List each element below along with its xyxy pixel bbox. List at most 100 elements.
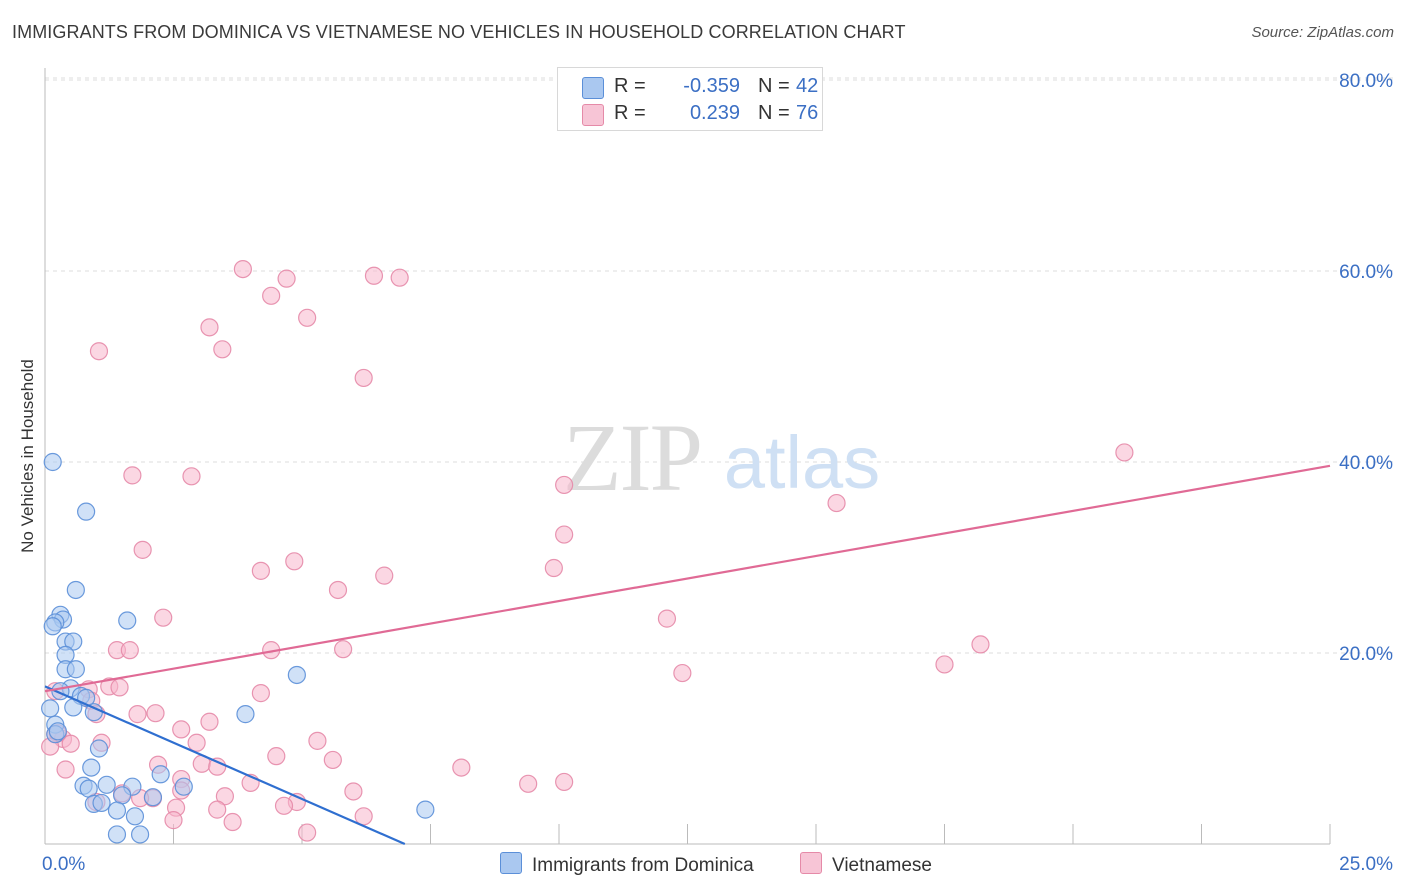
point-vietnamese [308,731,327,750]
point-dominica [151,765,170,784]
point-vietnamese [208,800,227,819]
point-vietnamese [213,340,232,359]
bottom-legend-swatch-vietnamese [800,852,822,874]
point-dominica [43,617,62,636]
trend-line-dominica [44,685,406,846]
point-dominica [66,580,85,600]
point-vietnamese [251,561,270,580]
point-dominica [77,502,96,521]
point-vietnamese [251,684,270,703]
point-dominica [287,665,306,685]
legend-r-value: 0.239 [689,102,740,124]
bottom-legend-label-vietnamese: Vietnamese [832,855,932,876]
point-vietnamese [375,566,394,585]
point-vietnamese [164,811,183,830]
legend-n-value: 42 [796,75,819,97]
y-tick-label: 80.0% [1339,71,1393,92]
point-vietnamese [544,558,563,578]
point-dominica [92,793,111,813]
legend-n-label: N = [758,75,790,97]
point-vietnamese [298,823,317,842]
point-dominica [130,825,150,844]
tick-labels: 20.0% 40.0% 60.0% 80.0% 0.0% 25.0% [42,71,1393,875]
point-dominica [64,632,83,651]
point-vietnamese [277,269,296,288]
bottom-legend-swatch-dominica [500,852,522,874]
point-dominica [416,800,435,819]
point-vietnamese [267,747,286,766]
point-dominica [79,779,98,798]
point-vietnamese [110,678,129,697]
point-dominica [48,722,67,741]
point-vietnamese [298,308,317,327]
series-dominica [41,452,435,844]
point-vietnamese [354,368,373,388]
point-vietnamese [971,635,990,654]
bottom-legend-label-dominica: Immigrants from Dominica [532,855,754,876]
legend-r-label: R = [614,102,646,124]
legend-swatch-vietnamese [582,104,604,126]
point-vietnamese [233,259,252,279]
point-dominica [43,452,62,472]
point-vietnamese [344,782,363,801]
point-vietnamese [154,608,173,627]
watermark: ZIP atlas [563,404,880,511]
point-vietnamese [452,758,471,777]
watermark-atlas: atlas [724,421,880,504]
x-tick-label: 0.0% [42,854,85,875]
point-vietnamese [56,760,75,779]
point-dominica [66,660,85,679]
point-vietnamese [364,266,384,285]
bottom-legend-dominica: Immigrants from Dominica [500,852,754,877]
legend-swatch-dominica [582,77,604,99]
point-dominica [174,777,193,796]
point-vietnamese [262,286,281,305]
point-vietnamese [146,704,165,723]
point-vietnamese [123,466,142,485]
source-note: Source: ZipAtlas.com [1251,24,1394,41]
point-vietnamese [89,342,109,361]
point-vietnamese [200,712,219,731]
legend-r-value: -0.359 [683,75,740,97]
point-vietnamese [519,774,538,793]
chart-title: IMMIGRANTS FROM DOMINICA VS VIETNAMESE N… [12,22,906,42]
point-dominica [107,801,127,820]
point-vietnamese [555,525,574,544]
point-vietnamese [120,641,139,660]
point-vietnamese [555,772,574,792]
point-vietnamese [285,552,304,571]
point-vietnamese [182,467,201,486]
point-vietnamese [334,640,353,659]
point-vietnamese [390,268,409,287]
point-dominica [118,611,137,630]
point-vietnamese [935,655,954,674]
watermark-zip: ZIP [563,404,701,511]
point-vietnamese [128,705,147,724]
point-dominica [236,705,255,724]
y-axis-label: No Vehicles in Household [18,359,37,553]
series-vietnamese [41,259,1134,842]
point-vietnamese [657,609,677,628]
point-vietnamese [187,733,206,752]
point-vietnamese [215,787,234,806]
point-vietnamese [200,318,219,337]
legend-r-label: R = [614,75,646,97]
trend-lines [44,464,1331,846]
y-tick-label: 60.0% [1339,262,1393,283]
point-vietnamese [61,734,80,753]
bottom-legend-vietnamese: Vietnamese [800,852,932,877]
point-dominica [89,739,109,758]
x-tick-label: 25.0% [1339,854,1393,875]
point-dominica [125,807,145,826]
point-dominica [82,758,101,777]
legend-n-label: N = [758,102,790,124]
point-dominica [107,825,127,844]
y-tick-label: 40.0% [1339,453,1393,474]
point-dominica [112,786,132,805]
trend-line-vietnamese [44,464,1331,693]
point-vietnamese [323,750,342,770]
point-vietnamese [223,812,242,832]
point-dominica [143,788,163,807]
point-dominica [41,699,60,718]
